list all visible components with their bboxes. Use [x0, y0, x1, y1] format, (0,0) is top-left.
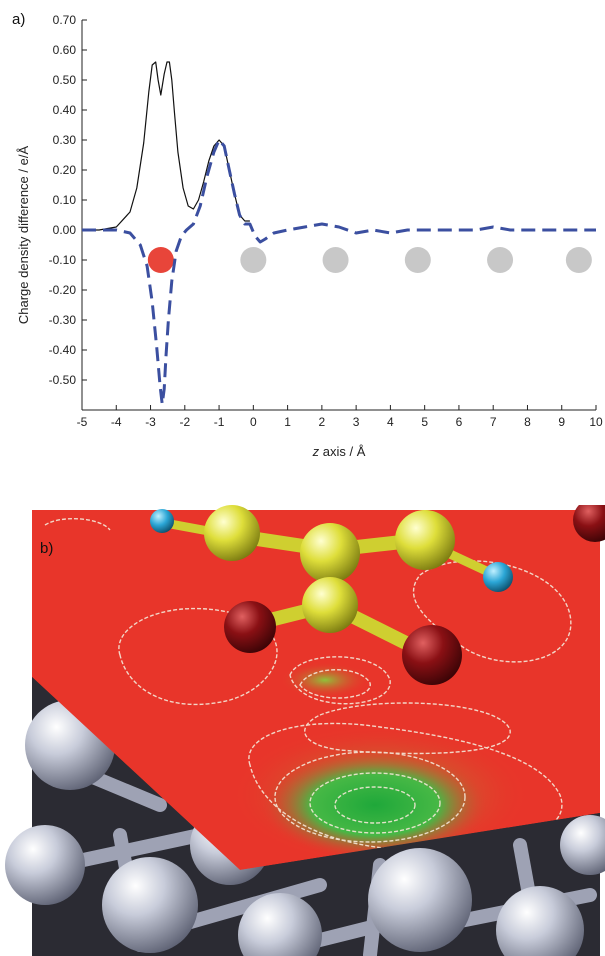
y-tick-label: 0.00	[53, 223, 77, 237]
x-tick-label: -1	[214, 415, 225, 429]
y-tick-label: -0.20	[49, 283, 77, 297]
x-axis-label-rest: axis / Å	[319, 444, 366, 459]
y-axis-label: Charge density difference / e/Å	[16, 146, 31, 325]
x-tick-label: -4	[111, 415, 122, 429]
substrate-atom-marker	[565, 247, 592, 273]
x-tick-label: 5	[421, 415, 428, 429]
panel-label-b: b)	[40, 540, 53, 557]
x-tick-label: 8	[524, 415, 531, 429]
x-tick-label: -3	[145, 415, 156, 429]
x-tick-labels: -5 -4 -3 -2 -1 0 1 2 3 4 5 6 7 8 9 10	[77, 415, 603, 429]
adsorbate-atom-marker	[147, 247, 174, 273]
y-tick-labels: 0.70 0.60 0.50 0.40 0.30 0.20 0.10 0.00 -0.10 -0.…	[49, 13, 77, 387]
y-tick-label: -0.30	[49, 313, 77, 327]
x-axis-label-italic: z	[312, 444, 320, 459]
substrate-atom-marker	[322, 247, 349, 273]
y-tick-label: -0.10	[49, 253, 77, 267]
x-tick-label: 4	[387, 415, 394, 429]
x-tick-label: -5	[77, 415, 88, 429]
substrate-atom-marker	[240, 247, 267, 273]
panel-b-render: b)	[5, 505, 605, 956]
x-tick-label: 6	[456, 415, 463, 429]
y-tick-label: -0.40	[49, 343, 77, 357]
y-tick-label: 0.50	[53, 73, 77, 87]
chart-a: a) 0.70 0.60 0.50 0.40 0.30 0.20 0.10 0.00 -0.10…	[12, 11, 603, 459]
y-tick-label: 0.40	[53, 103, 77, 117]
atom-markers	[147, 247, 592, 273]
x-axis-label: z axis / Å	[312, 444, 366, 459]
y-tick-label: 0.10	[53, 193, 77, 207]
x-tick-label: 9	[558, 415, 565, 429]
molecule	[150, 505, 605, 685]
x-tick-label: 1	[284, 415, 291, 429]
panel-label-a: a)	[12, 11, 25, 28]
series-line-dashed	[82, 138, 596, 406]
y-tick-label: -0.50	[49, 373, 77, 387]
x-tick-label: -2	[179, 415, 190, 429]
data-lines	[82, 61, 596, 406]
x-tick-label: 0	[250, 415, 257, 429]
charge-density-plane	[32, 510, 600, 870]
substrate-atom-marker	[487, 247, 514, 273]
x-tick-label: 7	[490, 415, 497, 429]
axes	[81, 19, 597, 411]
y-tick-label: 0.60	[53, 43, 77, 57]
substrate-atom-marker	[404, 247, 431, 273]
y-tick-label: 0.30	[53, 133, 77, 147]
x-tick-label: 3	[353, 415, 360, 429]
y-tick-label: 0.70	[53, 13, 77, 27]
x-tick-label: 2	[319, 415, 326, 429]
y-tick-label: 0.20	[53, 163, 77, 177]
x-tick-label: 10	[589, 415, 603, 429]
